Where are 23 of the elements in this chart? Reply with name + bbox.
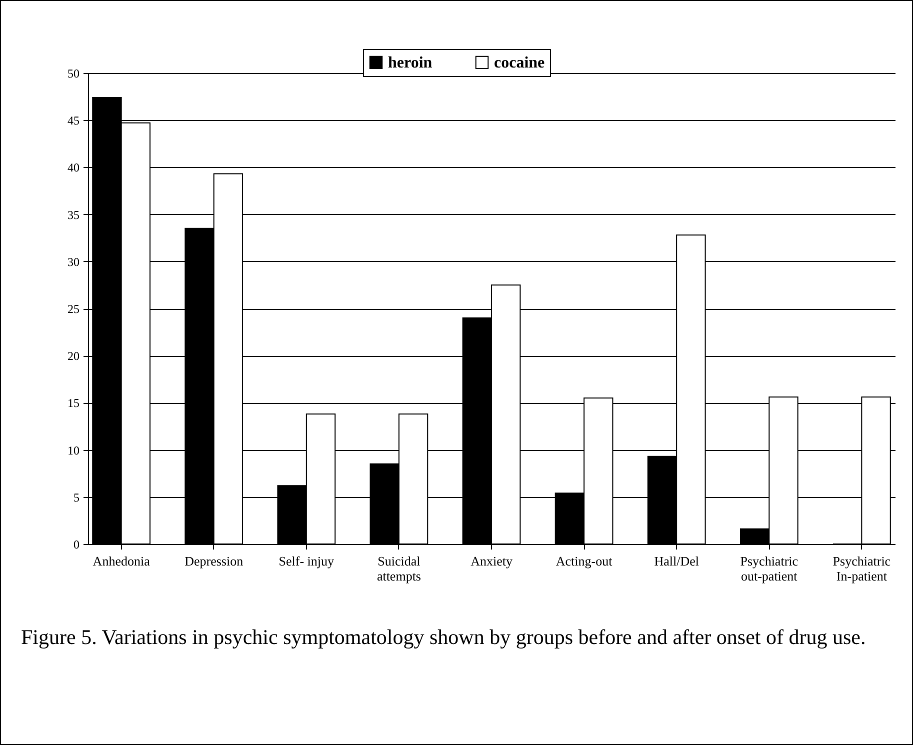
- x-tick-label: Psychiatric out-patient: [740, 554, 798, 584]
- y-tick-label: 50: [68, 66, 80, 80]
- legend-label: cocaine: [494, 54, 545, 72]
- y-tick-label: 35: [68, 208, 80, 222]
- x-tick-label: Acting-out: [556, 554, 613, 568]
- x-tick-label: Suicidal attempts: [376, 554, 421, 584]
- caption: Figure 5. Variations in psychic symptomatology shown by groups before and after onset of drug use.: [21, 625, 867, 649]
- y-tick-label: 40: [68, 160, 80, 175]
- x-tick-label: Anhedonia: [92, 554, 150, 568]
- x-tick-label: Psychiatric In-patient: [832, 554, 891, 584]
- y-tick-label: 25: [68, 302, 80, 316]
- y-tick-label: 45: [68, 114, 80, 128]
- x-tick-label: Depression: [184, 554, 244, 568]
- y-tick-label: 30: [68, 254, 80, 269]
- y-tick-label: 15: [68, 396, 80, 410]
- y-tick-label: 20: [68, 349, 80, 364]
- legend-label: heroin: [388, 54, 432, 72]
- y-tick-label: 5: [74, 490, 80, 504]
- x-tick-label: Hall/Del: [654, 554, 700, 568]
- y-tick-label: 0: [74, 538, 80, 552]
- x-tick-label: Anxiety: [470, 554, 513, 568]
- y-tick-label: 10: [68, 443, 80, 458]
- x-tick-label: Self- injuy: [278, 554, 335, 568]
